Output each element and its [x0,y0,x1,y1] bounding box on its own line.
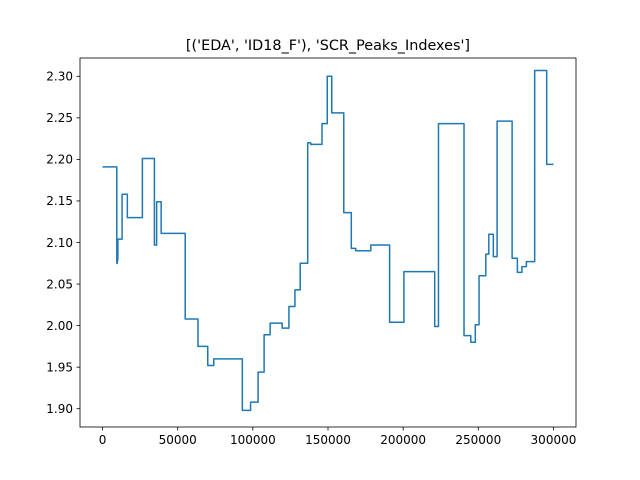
x-tick-label: 50000 [159,433,197,447]
y-tick-label: 2.05 [46,277,73,291]
series-line [102,69,554,412]
y-tick-label: 1.95 [46,360,73,374]
y-tick-label: 1.90 [46,402,73,416]
x-tick-label: 200000 [380,433,426,447]
y-tick-label: 2.25 [46,111,73,125]
x-axis: 0 50000 100000 150000 200000 250000 300000 [99,427,577,447]
chart-title: [('EDA', 'ID18_F'), 'SCR_Peaks_Indexes'] [186,38,470,54]
y-tick-label: 2.20 [46,153,73,167]
x-tick-label: 150000 [305,433,351,447]
plot-area [79,57,577,428]
y-axis: 1.90 1.95 2.00 2.05 2.10 2.15 2.20 2.25 2.30 [46,70,80,416]
x-tick-label: 100000 [230,433,276,447]
x-tick-label: 250000 [455,433,501,447]
y-tick-label: 2.10 [46,236,73,250]
x-tick-label: 300000 [531,433,577,447]
y-tick-label: 2.30 [46,70,73,84]
x-tick-label: 0 [99,433,107,447]
y-tick-label: 2.15 [46,194,73,208]
y-tick-label: 2.00 [46,319,73,333]
